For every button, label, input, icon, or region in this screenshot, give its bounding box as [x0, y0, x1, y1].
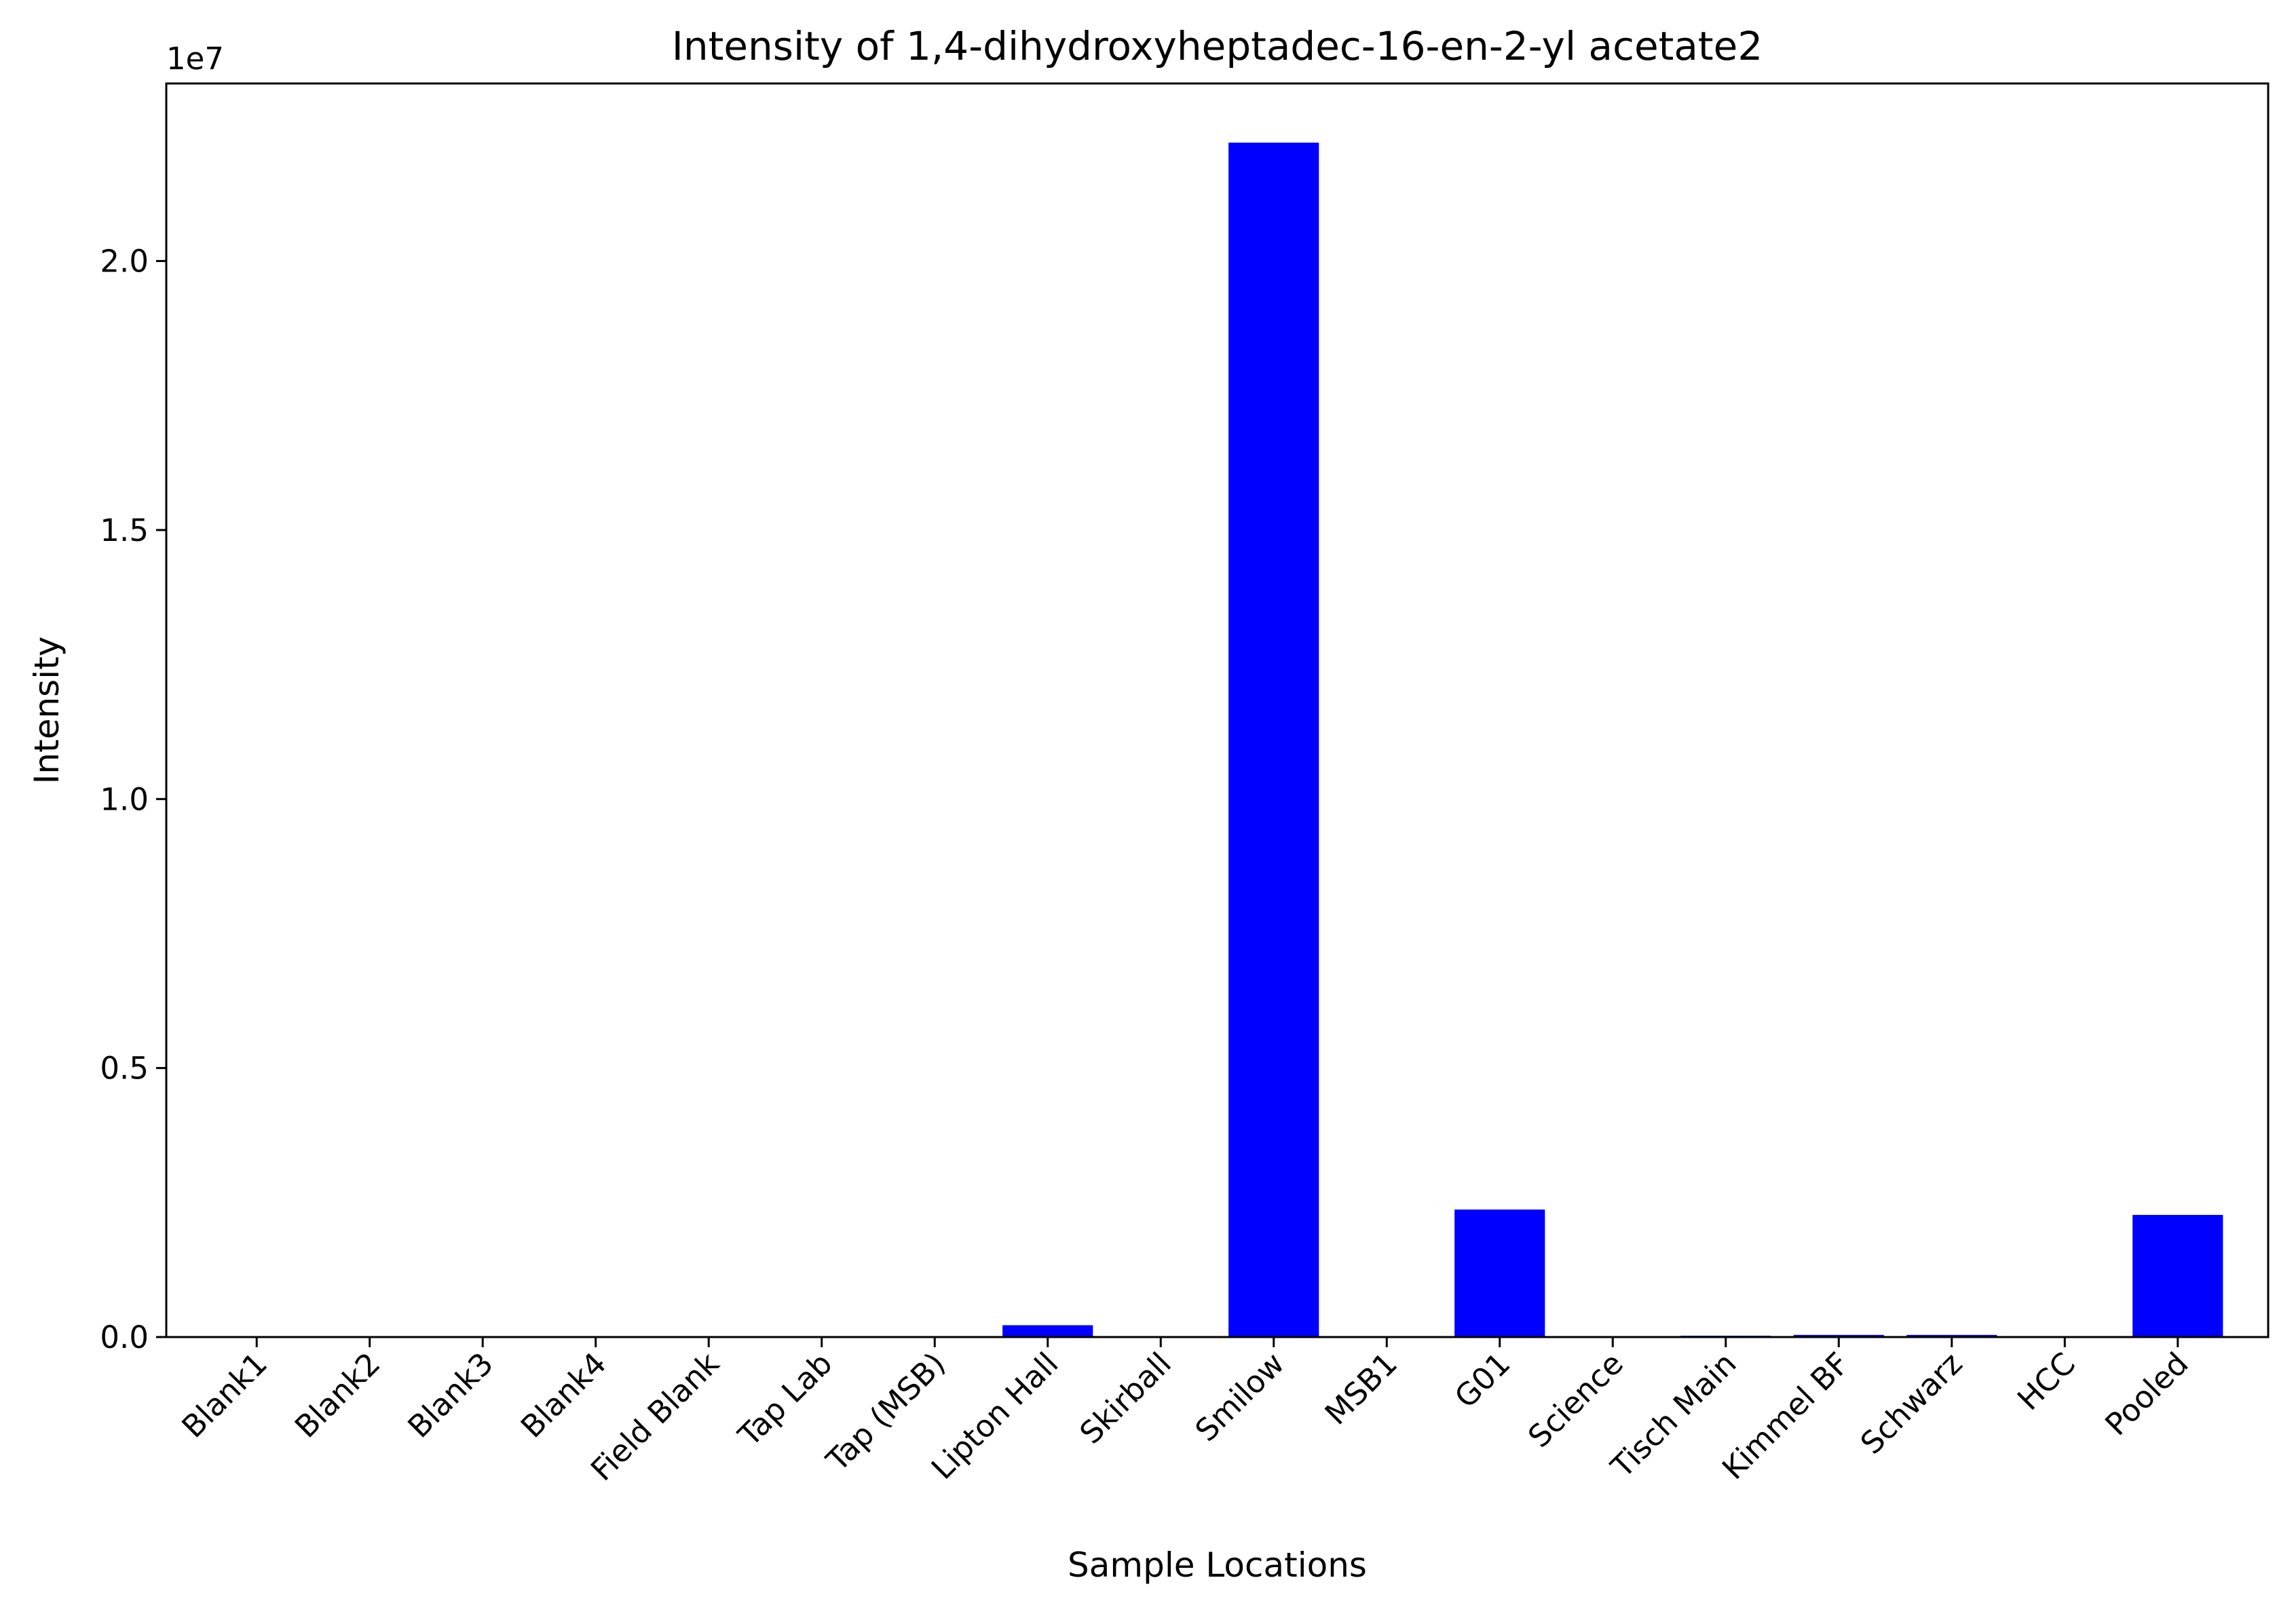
y-tick-label: 2.0 [100, 244, 149, 280]
y-axis: 0.0 0.5 1.0 1.5 2.0 [100, 244, 166, 1355]
y-tick-label: 1.0 [100, 781, 149, 817]
x-tick-label: Blank4 [514, 1345, 613, 1444]
x-tick-label: Tap Lab [731, 1345, 840, 1454]
y-axis-offset-label: 1e7 [166, 41, 224, 77]
x-tick-label: Pooled [2098, 1345, 2195, 1442]
x-tick-label: Blank2 [288, 1345, 387, 1444]
bar-schwarz [1906, 1334, 1997, 1337]
x-tick-label: G01 [1448, 1345, 1518, 1415]
bar-kimmel-bf [1793, 1334, 1884, 1337]
y-tick-label: 1.5 [100, 512, 149, 548]
chart-title: Intensity of 1,4-dihydroxyheptadec-16-en… [672, 23, 1763, 69]
y-tick-label: 0.0 [100, 1319, 149, 1355]
x-tick-label: MSB1 [1318, 1345, 1404, 1431]
bar-g01 [1454, 1209, 1545, 1337]
x-tick-label: Skirball [1073, 1345, 1178, 1450]
bar-pooled [2132, 1215, 2223, 1337]
x-tick-label: Science [1521, 1345, 1630, 1454]
x-tick-label: Schwarz [1853, 1345, 1970, 1461]
y-tick-label: 0.5 [100, 1051, 149, 1087]
y-axis-label: Intensity [27, 637, 67, 785]
x-tick-label: Smilow [1188, 1345, 1292, 1448]
x-tick-label: HCC [2010, 1345, 2082, 1417]
x-tick-label: Blank1 [174, 1345, 274, 1444]
bars-layer [1002, 143, 2223, 1338]
x-axis-label: Sample Locations [1068, 1545, 1367, 1585]
plot-frame [165, 82, 2270, 1338]
x-tick-label: Blank3 [401, 1345, 500, 1444]
bar-smilow [1228, 143, 1319, 1338]
bar-lipton-hall [1002, 1325, 1093, 1337]
